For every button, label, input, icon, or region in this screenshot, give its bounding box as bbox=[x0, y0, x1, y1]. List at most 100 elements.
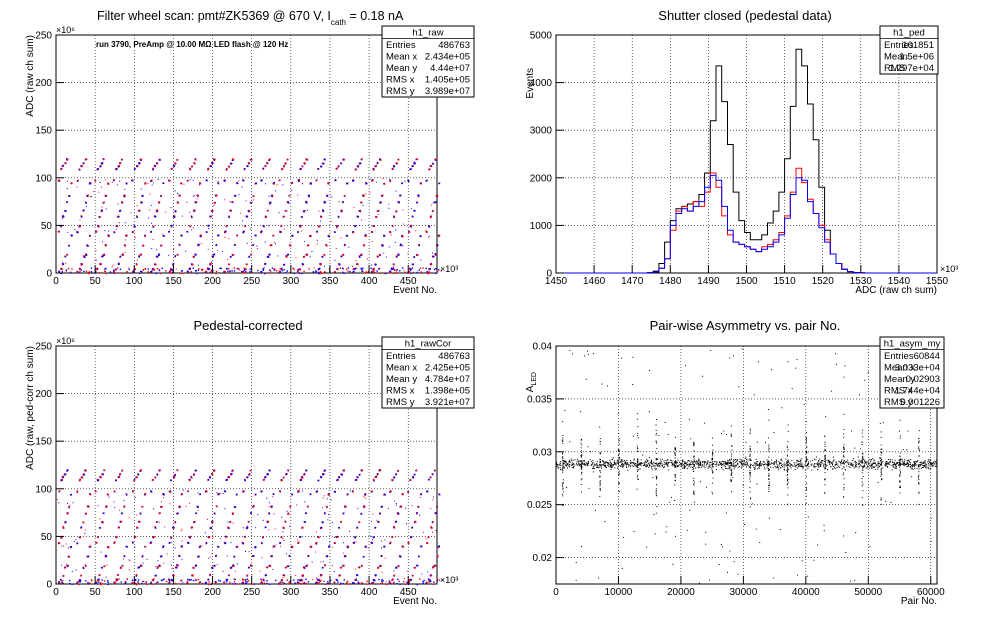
data-point bbox=[929, 463, 931, 465]
data-point bbox=[178, 554, 181, 557]
data-point bbox=[341, 210, 343, 213]
data-point bbox=[246, 574, 249, 577]
stats-row-value: 4.784e+07 bbox=[425, 374, 470, 385]
data-point bbox=[61, 268, 64, 270]
data-point bbox=[754, 465, 756, 467]
data-point bbox=[70, 546, 73, 548]
data-point bbox=[363, 496, 365, 498]
data-point bbox=[743, 463, 745, 465]
data-point bbox=[356, 526, 359, 529]
data-point bbox=[625, 463, 627, 465]
data-point bbox=[599, 443, 601, 445]
data-point bbox=[150, 270, 153, 273]
data-point bbox=[758, 468, 760, 470]
data-point bbox=[637, 470, 639, 472]
stats-row-label: RMS y bbox=[386, 86, 415, 97]
data-point bbox=[353, 232, 355, 234]
data-point bbox=[329, 579, 332, 582]
data-point bbox=[898, 464, 900, 466]
data-point bbox=[390, 271, 392, 274]
data-point bbox=[97, 579, 100, 581]
data-point bbox=[206, 179, 208, 182]
data-point bbox=[193, 473, 196, 475]
data-point bbox=[90, 579, 93, 581]
data-point bbox=[327, 182, 330, 184]
data-point bbox=[299, 579, 302, 582]
data-point bbox=[201, 269, 204, 272]
data-point bbox=[302, 574, 305, 576]
data-point bbox=[318, 267, 321, 270]
data-point bbox=[573, 467, 575, 469]
data-point bbox=[79, 225, 82, 227]
data-point bbox=[336, 225, 339, 227]
data-point bbox=[408, 267, 411, 270]
data-point bbox=[392, 582, 395, 585]
data-point bbox=[420, 182, 422, 185]
data-point bbox=[357, 216, 360, 218]
data-point bbox=[317, 479, 320, 482]
data-point bbox=[843, 460, 845, 462]
data-point bbox=[435, 272, 437, 275]
data-point bbox=[287, 565, 290, 567]
data-point bbox=[279, 490, 282, 493]
data-point bbox=[121, 272, 124, 274]
data-point bbox=[661, 462, 663, 464]
data-point bbox=[599, 464, 601, 466]
data-point bbox=[402, 223, 404, 225]
data-point bbox=[583, 464, 585, 466]
data-point bbox=[174, 255, 177, 257]
data-point bbox=[591, 463, 593, 465]
data-point bbox=[794, 465, 796, 467]
data-point bbox=[685, 466, 687, 468]
data-point bbox=[299, 268, 302, 271]
data-point bbox=[60, 225, 63, 227]
data-point bbox=[123, 555, 126, 558]
data-point bbox=[281, 267, 283, 270]
data-point bbox=[187, 270, 189, 273]
data-point bbox=[910, 466, 912, 468]
data-point bbox=[336, 536, 339, 539]
data-point bbox=[781, 466, 783, 468]
data-point bbox=[682, 466, 684, 468]
data-point bbox=[281, 479, 283, 482]
data-point bbox=[199, 493, 202, 495]
data-point bbox=[336, 167, 338, 170]
data-point bbox=[379, 267, 381, 270]
data-point bbox=[660, 463, 662, 465]
data-point bbox=[58, 542, 61, 544]
data-point bbox=[599, 453, 601, 455]
data-point bbox=[706, 463, 708, 465]
data-point bbox=[916, 461, 918, 463]
data-point bbox=[283, 228, 285, 230]
data-point bbox=[617, 462, 619, 464]
data-point bbox=[689, 464, 691, 466]
data-point bbox=[355, 168, 357, 170]
data-point bbox=[923, 465, 925, 467]
data-point bbox=[230, 566, 233, 569]
data-point bbox=[191, 229, 193, 231]
data-point bbox=[178, 583, 180, 585]
data-point bbox=[327, 493, 330, 495]
data-point bbox=[651, 465, 653, 467]
data-point bbox=[344, 505, 347, 508]
data-point bbox=[90, 270, 93, 273]
data-point bbox=[207, 518, 209, 520]
data-point bbox=[566, 467, 568, 469]
panel-raw-title: Filter wheel scan: pmt#ZK5369 @ 670 V, I… bbox=[97, 9, 404, 27]
data-point bbox=[624, 461, 626, 463]
data-point bbox=[860, 461, 862, 463]
data-point bbox=[425, 538, 427, 540]
data-point bbox=[174, 190, 176, 192]
data-point bbox=[361, 564, 363, 567]
data-point bbox=[832, 467, 834, 469]
data-point bbox=[427, 536, 430, 538]
data-point bbox=[787, 460, 789, 462]
data-point bbox=[147, 182, 149, 184]
data-point bbox=[186, 582, 189, 584]
data-point bbox=[427, 272, 429, 275]
data-point bbox=[663, 464, 665, 466]
data-point bbox=[287, 253, 289, 256]
data-point bbox=[283, 269, 285, 271]
data-point bbox=[163, 235, 165, 237]
data-point bbox=[710, 466, 712, 468]
